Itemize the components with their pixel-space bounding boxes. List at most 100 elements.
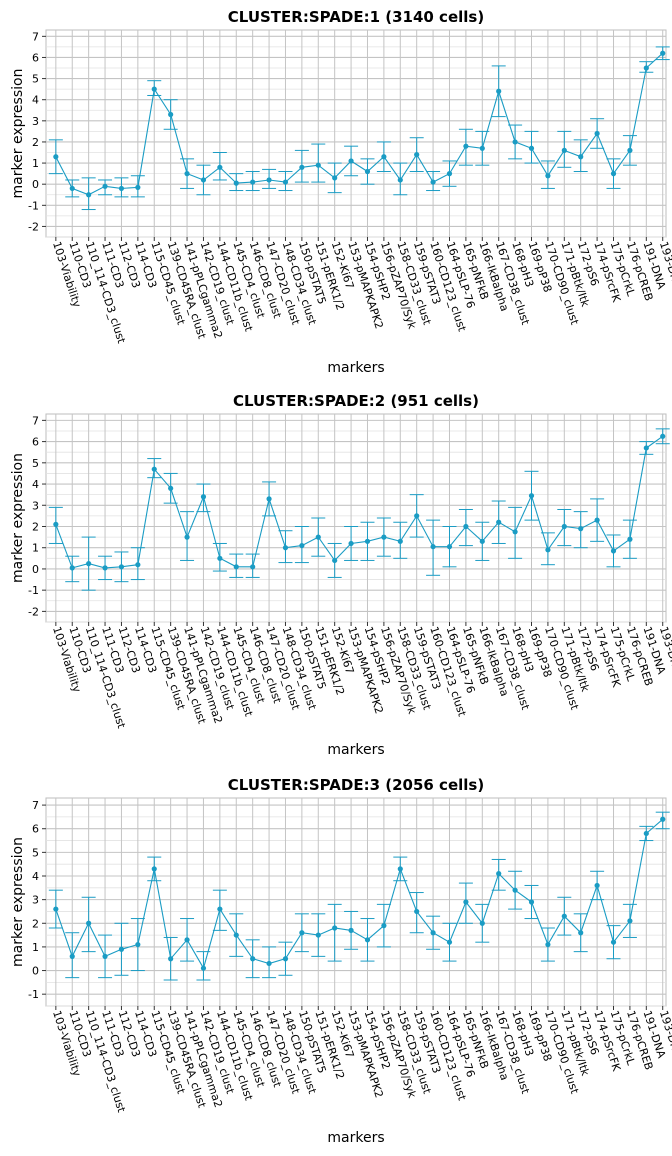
data-point	[561, 147, 567, 153]
y-tick-label: -2	[28, 605, 39, 618]
data-point	[332, 925, 338, 931]
y-tick-label: 6	[32, 823, 39, 836]
data-point	[381, 534, 387, 540]
data-point	[266, 496, 272, 502]
data-point	[578, 154, 584, 160]
data-point	[528, 899, 535, 905]
data-point	[528, 145, 535, 151]
data-point	[299, 164, 305, 170]
data-point	[184, 534, 190, 540]
data-point	[118, 946, 125, 952]
data-point	[528, 493, 535, 499]
data-point	[430, 544, 436, 550]
data-point	[135, 562, 141, 568]
data-point	[266, 177, 272, 183]
y-axis-title: marker expression	[10, 453, 26, 583]
data-point	[184, 937, 190, 943]
chart-panel-2: CLUSTER:SPADE:2 (951 cells) -2 -1 0 1 2 3 4 5 6 7 m…	[10, 392, 672, 758]
data-point	[151, 86, 157, 92]
data-point	[348, 927, 354, 933]
data-point	[200, 494, 207, 500]
error-bar	[327, 903, 342, 962]
y-tick-label: 2	[32, 917, 39, 930]
series-line	[55, 52, 664, 196]
plot-area	[45, 29, 667, 238]
y-tick-label: 0	[32, 965, 39, 978]
y-tick-label: 1	[32, 941, 39, 954]
y-tick-label: 4	[32, 94, 39, 107]
y-tick-label: 2	[32, 136, 39, 149]
data-point	[233, 180, 239, 186]
plot-area	[45, 413, 667, 623]
data-point	[282, 545, 289, 551]
y-tick-label: 1	[32, 542, 39, 555]
data-point	[545, 941, 551, 948]
data-point	[200, 965, 207, 971]
data-point	[463, 143, 469, 149]
y-tick-label: 6	[32, 51, 39, 64]
data-point	[512, 529, 518, 535]
data-point	[315, 534, 321, 540]
data-point	[315, 932, 321, 938]
data-point	[397, 538, 403, 544]
y-tick-label: 3	[32, 115, 39, 128]
data-point	[414, 513, 420, 519]
data-point	[397, 177, 403, 183]
y-tick-label: -1	[28, 199, 39, 212]
series-line	[55, 818, 664, 970]
y-axis-title: marker expression	[10, 69, 26, 199]
data-point	[381, 154, 387, 160]
y-tick-label: 0	[32, 178, 39, 191]
data-point	[594, 130, 600, 137]
data-point	[446, 544, 453, 550]
y-tick-label: 3	[32, 894, 39, 907]
y-tick-label: -2	[28, 220, 39, 233]
y-tick-label: -1	[28, 584, 39, 597]
chart-title: CLUSTER:SPADE:1 (3140 cells)	[228, 8, 484, 26]
data-point	[627, 147, 633, 153]
series-line	[55, 435, 664, 569]
data-point	[86, 192, 92, 198]
data-point	[660, 50, 666, 56]
data-point	[69, 185, 75, 192]
y-tick-label: 4	[32, 870, 39, 883]
data-point	[545, 173, 551, 179]
data-point	[53, 521, 59, 527]
data-point	[545, 547, 551, 553]
y-tick-label: 3	[32, 499, 39, 512]
data-point	[102, 953, 108, 959]
data-point	[282, 179, 289, 185]
y-tick-label: 7	[32, 414, 39, 427]
data-point	[496, 871, 502, 877]
data-point	[53, 906, 59, 912]
data-point	[217, 164, 223, 170]
data-point	[168, 485, 174, 491]
data-point	[479, 920, 485, 926]
data-point	[364, 538, 371, 544]
data-point	[643, 830, 649, 837]
x-axis-title: markers	[327, 360, 384, 376]
y-tick-label: 5	[32, 846, 39, 859]
data-point	[643, 65, 649, 71]
data-point	[364, 937, 371, 943]
x-axis-title: markers	[327, 742, 384, 758]
data-point	[446, 939, 453, 945]
data-point	[69, 565, 75, 571]
data-point	[332, 175, 338, 181]
data-point	[660, 433, 666, 439]
data-point	[315, 162, 321, 168]
data-point	[282, 956, 289, 962]
data-point	[496, 88, 502, 94]
data-point	[610, 939, 617, 945]
data-point	[250, 179, 256, 185]
data-point	[561, 523, 567, 530]
data-point	[266, 960, 272, 967]
data-point	[414, 152, 420, 158]
data-point	[332, 557, 338, 564]
data-point	[118, 564, 125, 570]
data-point	[578, 526, 584, 532]
x-axis-title: markers	[327, 1130, 384, 1146]
data-point	[512, 139, 518, 145]
data-point	[610, 548, 617, 554]
